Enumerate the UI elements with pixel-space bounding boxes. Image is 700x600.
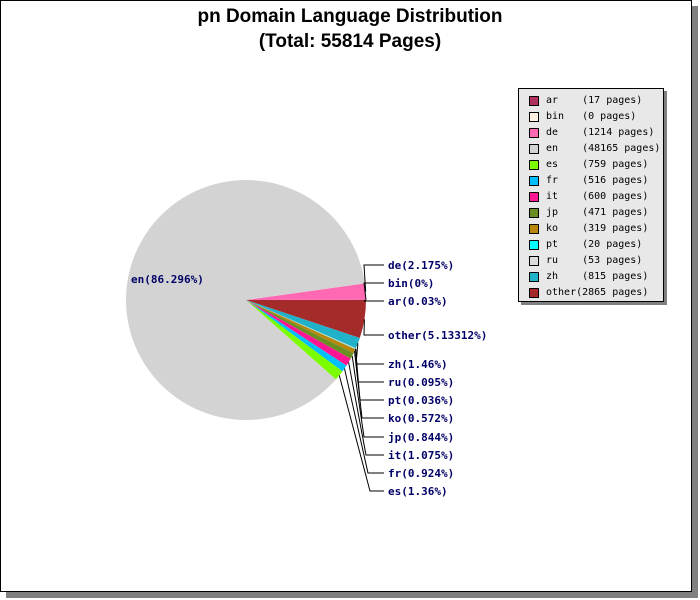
legend-label-ar: ar (17 pages) [546, 95, 643, 106]
leader-line-es [338, 375, 384, 492]
pie-label-bin: bin(0%) [388, 277, 434, 290]
legend-label-other: other(2865 pages) [546, 287, 649, 298]
pie-label-ar: ar(0.03%) [388, 295, 448, 308]
pie-label-ru: ru(0.095%) [388, 376, 454, 389]
pie-slice-it [246, 300, 351, 366]
pie-labels: de(2.175%) bin(0%) ar(0.03%) other(5.13312%… [131, 259, 487, 498]
chart-legend: ar (17 pages) bin (0 pages) de (1214 pages… [518, 88, 664, 302]
leader-line-de [363, 264, 384, 292]
leader-line-pt [355, 349, 384, 401]
legend-swatch-zh [529, 272, 539, 282]
label-leader-lines [338, 264, 384, 492]
leader-line-bin [363, 282, 384, 300]
legend-label-fr: fr (516 pages) [546, 175, 649, 186]
chart-subtitle: (Total: 55814 Pages) [258, 31, 442, 52]
legend-label-it: it (600 pages) [546, 191, 649, 202]
pie-slice-jp [246, 300, 354, 359]
pie-slice-pt [246, 300, 356, 350]
legend-label-zh: zh (815 pages) [546, 271, 649, 282]
legend-label-bin: bin (0 pages) [546, 111, 637, 122]
legend-swatch-ko [529, 224, 539, 234]
pie-slice-fr [246, 300, 347, 372]
leader-line-jp [351, 355, 384, 438]
legend-swatch-ru [529, 256, 539, 266]
leader-line-ru [355, 348, 384, 383]
legend-swatch-it [529, 192, 539, 202]
leader-line-zh [355, 343, 384, 365]
pie-slices [126, 179, 367, 420]
legend-swatch-ar [529, 96, 539, 106]
pie-slice-ko [246, 300, 356, 354]
leader-line-it [348, 362, 384, 456]
legend-swatch-en [529, 144, 539, 154]
pie-label-jp: jp(0.844%) [388, 431, 454, 444]
legend-swatch-fr [529, 176, 539, 186]
chart-title-block: pn Domain Language Distribution (Total: … [0, 4, 700, 54]
legend-swatch-pt [529, 240, 539, 250]
legend-label-ko: ko (319 pages) [546, 223, 649, 234]
leader-line-ko [354, 351, 384, 419]
pie-slice-es [246, 300, 343, 380]
pie-label-en: en(86.296%) [131, 273, 204, 286]
pie-label-zh: zh(1.46%) [388, 358, 448, 371]
pie-label-it: it(1.075%) [388, 449, 454, 462]
leader-line-fr [344, 368, 384, 474]
legend-swatch-jp [529, 208, 539, 218]
legend-swatch-other [529, 288, 539, 298]
legend-label-jp: jp (471 pages) [546, 207, 649, 218]
legend-swatch-de [529, 128, 539, 138]
legend-label-pt: pt (20 pages) [546, 239, 643, 250]
pie-slice-en [126, 179, 365, 420]
pie-slice-de [246, 283, 366, 300]
pie-label-de: de(2.175%) [388, 259, 454, 272]
pie-label-ko: ko(0.572%) [388, 412, 454, 425]
leader-line-other [363, 319, 384, 336]
leader-line-ar [363, 299, 384, 302]
pie-label-es: es(1.36%) [388, 485, 448, 498]
legend-label-de: de (1214 pages) [546, 127, 655, 138]
pie-label-pt: pt(0.036%) [388, 394, 454, 407]
pie-slice-zh [246, 300, 360, 349]
legend-swatch-bin [529, 112, 539, 122]
legend-label-en: en (48165 pages) [546, 143, 661, 154]
chart-title: pn Domain Language Distribution [197, 6, 503, 27]
pie-label-other: other(5.13312%) [388, 329, 487, 342]
pie-slice-ru [246, 300, 356, 349]
pie-slice-other [246, 300, 366, 339]
legend-swatch-es [529, 160, 539, 170]
legend-label-ru: ru (53 pages) [546, 255, 643, 266]
pie-label-fr: fr(0.924%) [388, 467, 454, 480]
legend-label-es: es (759 pages) [546, 159, 649, 170]
